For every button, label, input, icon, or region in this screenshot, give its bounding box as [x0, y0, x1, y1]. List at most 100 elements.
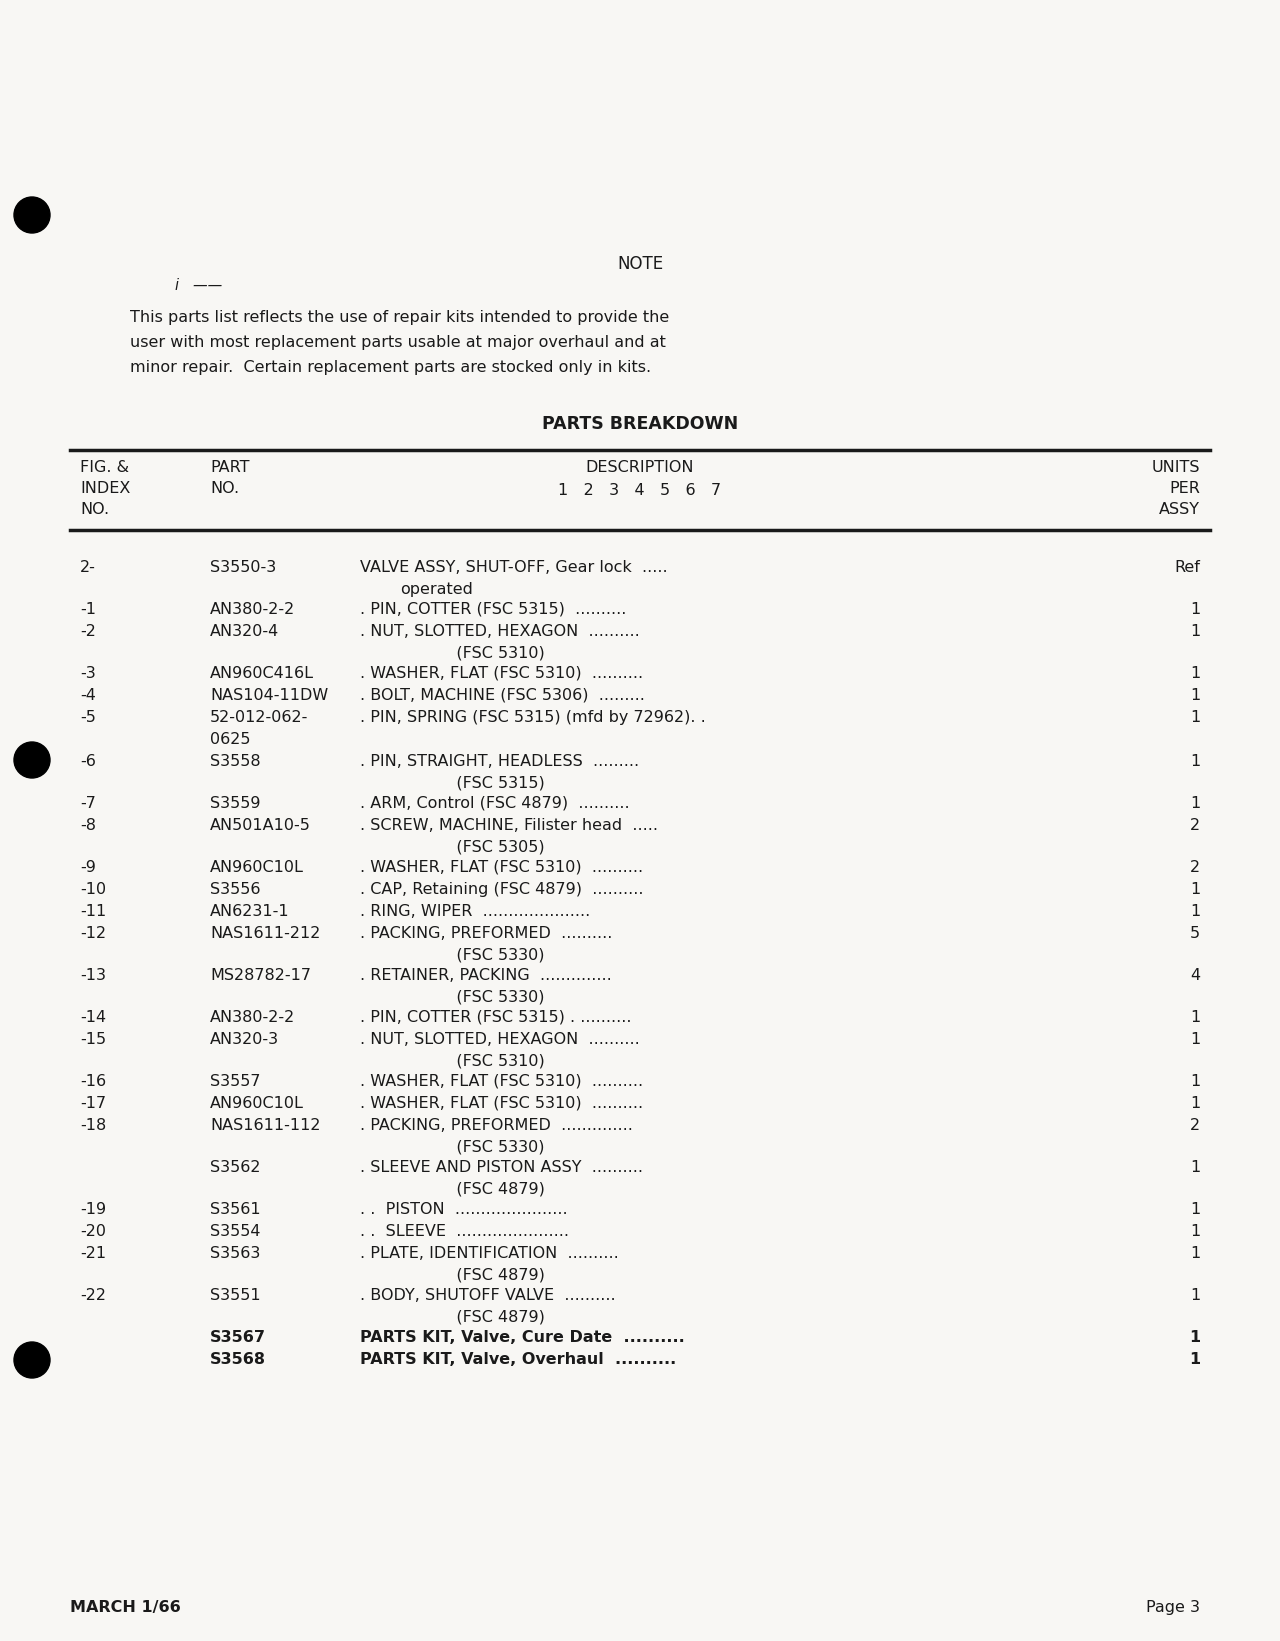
Text: 1   2   3   4   5   6   7: 1 2 3 4 5 6 7: [558, 482, 722, 497]
Text: 1: 1: [1189, 1224, 1201, 1239]
Text: . BODY, SHUTOFF VALVE  ..........: . BODY, SHUTOFF VALVE ..........: [360, 1288, 616, 1303]
Text: S3567: S3567: [210, 1329, 266, 1346]
Text: AN960C10L: AN960C10L: [210, 860, 303, 875]
Text: MS28782-17: MS28782-17: [210, 968, 311, 983]
Text: . PIN, COTTER (FSC 5315) . ..........: . PIN, COTTER (FSC 5315) . ..........: [360, 1009, 631, 1026]
Text: AN501A10-5: AN501A10-5: [210, 817, 311, 834]
Text: (FSC 5315): (FSC 5315): [399, 776, 545, 791]
Text: Ref: Ref: [1174, 560, 1201, 574]
Text: 1: 1: [1189, 688, 1201, 702]
Text: 1: 1: [1189, 796, 1201, 811]
Text: -17: -17: [79, 1096, 106, 1111]
Text: (FSC 5330): (FSC 5330): [399, 1140, 544, 1155]
Text: -3: -3: [79, 666, 96, 681]
Text: . RETAINER, PACKING  ..............: . RETAINER, PACKING ..............: [360, 968, 612, 983]
Text: . PIN, SPRING (FSC 5315) (mfd by 72962). .: . PIN, SPRING (FSC 5315) (mfd by 72962).…: [360, 711, 705, 725]
Text: 4: 4: [1190, 968, 1201, 983]
Text: . RING, WIPER  .....................: . RING, WIPER .....................: [360, 904, 590, 919]
Text: -16: -16: [79, 1073, 106, 1090]
Text: 2: 2: [1190, 817, 1201, 834]
Text: . CAP, Retaining (FSC 4879)  ..........: . CAP, Retaining (FSC 4879) ..........: [360, 881, 644, 898]
Text: 5: 5: [1190, 926, 1201, 940]
Text: 2: 2: [1190, 1118, 1201, 1132]
Circle shape: [14, 742, 50, 778]
Text: S3563: S3563: [210, 1246, 260, 1260]
Text: operated: operated: [399, 583, 472, 597]
Text: -18: -18: [79, 1118, 106, 1132]
Text: -4: -4: [79, 688, 96, 702]
Circle shape: [14, 197, 50, 233]
Text: . WASHER, FLAT (FSC 5310)  ..........: . WASHER, FLAT (FSC 5310) ..........: [360, 1073, 643, 1090]
Text: 1: 1: [1189, 1352, 1201, 1367]
Text: -22: -22: [79, 1288, 106, 1303]
Text: NAS1611-112: NAS1611-112: [210, 1118, 320, 1132]
Text: i   ——: i ——: [175, 277, 223, 294]
Text: (FSC 5330): (FSC 5330): [399, 990, 544, 1004]
Text: PARTS BREAKDOWN: PARTS BREAKDOWN: [541, 415, 739, 433]
Text: -14: -14: [79, 1009, 106, 1026]
Text: VALVE ASSY, SHUT-OFF, Gear lock  .....: VALVE ASSY, SHUT-OFF, Gear lock .....: [360, 560, 668, 574]
Circle shape: [14, 1342, 50, 1378]
Text: S3554: S3554: [210, 1224, 261, 1239]
Text: AN960C416L: AN960C416L: [210, 666, 314, 681]
Text: NOTE: NOTE: [617, 254, 663, 272]
Text: AN380-2-2: AN380-2-2: [210, 1009, 296, 1026]
Text: -10: -10: [79, 881, 106, 898]
Text: -6: -6: [79, 753, 96, 770]
Text: . PLATE, IDENTIFICATION  ..........: . PLATE, IDENTIFICATION ..........: [360, 1246, 618, 1260]
Text: -19: -19: [79, 1201, 106, 1218]
Text: UNITS: UNITS: [1152, 459, 1201, 474]
Text: (FSC 5310): (FSC 5310): [399, 647, 545, 661]
Text: (FSC 4879): (FSC 4879): [399, 1310, 545, 1324]
Text: PARTS KIT, Valve, Cure Date  ..........: PARTS KIT, Valve, Cure Date ..........: [360, 1329, 685, 1346]
Text: . PACKING, PREFORMED  ..........: . PACKING, PREFORMED ..........: [360, 926, 612, 940]
Text: 1: 1: [1189, 1246, 1201, 1260]
Text: S3556: S3556: [210, 881, 261, 898]
Text: . PIN, STRAIGHT, HEADLESS  .........: . PIN, STRAIGHT, HEADLESS .........: [360, 753, 639, 770]
Text: 1: 1: [1189, 881, 1201, 898]
Text: DESCRIPTION: DESCRIPTION: [586, 459, 694, 474]
Text: -15: -15: [79, 1032, 106, 1047]
Text: S3550-3: S3550-3: [210, 560, 276, 574]
Text: 1: 1: [1189, 1329, 1201, 1346]
Text: . WASHER, FLAT (FSC 5310)  ..........: . WASHER, FLAT (FSC 5310) ..........: [360, 1096, 643, 1111]
Text: -21: -21: [79, 1246, 106, 1260]
Text: . PIN, COTTER (FSC 5315)  ..........: . PIN, COTTER (FSC 5315) ..........: [360, 602, 626, 617]
Text: S3568: S3568: [210, 1352, 266, 1367]
Text: 0625: 0625: [210, 732, 251, 747]
Text: 1: 1: [1189, 711, 1201, 725]
Text: -11: -11: [79, 904, 106, 919]
Text: -7: -7: [79, 796, 96, 811]
Text: . WASHER, FLAT (FSC 5310)  ..........: . WASHER, FLAT (FSC 5310) ..........: [360, 666, 643, 681]
Text: (FSC 4879): (FSC 4879): [399, 1268, 545, 1283]
Text: AN960C10L: AN960C10L: [210, 1096, 303, 1111]
Text: -8: -8: [79, 817, 96, 834]
Text: . PACKING, PREFORMED  ..............: . PACKING, PREFORMED ..............: [360, 1118, 632, 1132]
Text: -13: -13: [79, 968, 106, 983]
Text: (FSC 5305): (FSC 5305): [399, 840, 544, 855]
Text: (FSC 4879): (FSC 4879): [399, 1182, 545, 1196]
Text: PARTS KIT, Valve, Overhaul  ..........: PARTS KIT, Valve, Overhaul ..........: [360, 1352, 676, 1367]
Text: NAS1611-212: NAS1611-212: [210, 926, 320, 940]
Text: -1: -1: [79, 602, 96, 617]
Text: . ARM, Control (FSC 4879)  ..........: . ARM, Control (FSC 4879) ..........: [360, 796, 630, 811]
Text: S3561: S3561: [210, 1201, 261, 1218]
Text: PART: PART: [210, 459, 250, 474]
Text: 1: 1: [1189, 1096, 1201, 1111]
Text: 1: 1: [1189, 1073, 1201, 1090]
Text: 2-: 2-: [79, 560, 96, 574]
Text: -12: -12: [79, 926, 106, 940]
Text: FIG. &: FIG. &: [79, 459, 129, 474]
Text: 1: 1: [1189, 904, 1201, 919]
Text: . NUT, SLOTTED, HEXAGON  ..........: . NUT, SLOTTED, HEXAGON ..........: [360, 1032, 640, 1047]
Text: -20: -20: [79, 1224, 106, 1239]
Text: 1: 1: [1189, 602, 1201, 617]
Text: -5: -5: [79, 711, 96, 725]
Text: -2: -2: [79, 624, 96, 638]
Text: . BOLT, MACHINE (FSC 5306)  .........: . BOLT, MACHINE (FSC 5306) .........: [360, 688, 645, 702]
Text: 1: 1: [1189, 1032, 1201, 1047]
Text: 1: 1: [1189, 1201, 1201, 1218]
Text: AN320-3: AN320-3: [210, 1032, 279, 1047]
Text: . SLEEVE AND PISTON ASSY  ..........: . SLEEVE AND PISTON ASSY ..........: [360, 1160, 643, 1175]
Text: 1: 1: [1189, 1160, 1201, 1175]
